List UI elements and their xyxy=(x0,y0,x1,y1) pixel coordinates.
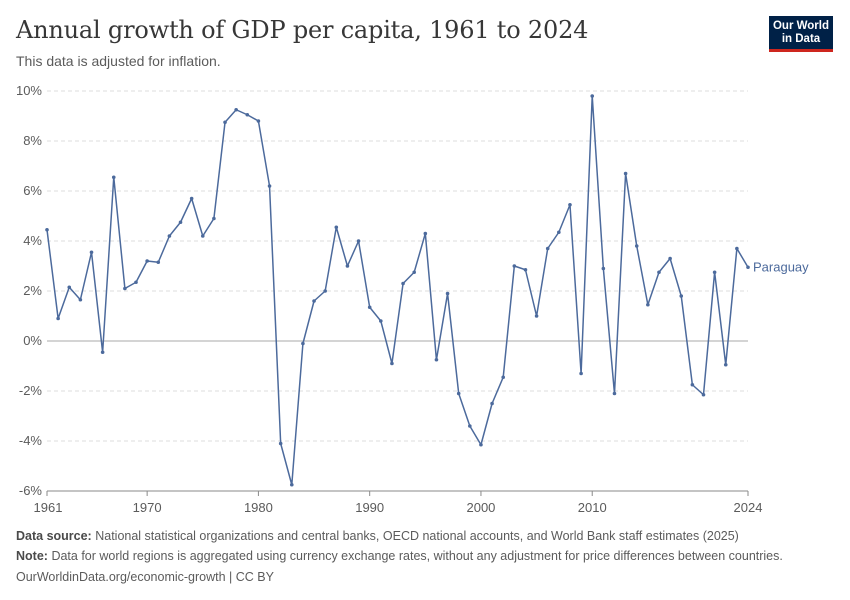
data-point[interactable] xyxy=(234,107,238,112)
logo-line-2: in Data xyxy=(781,33,821,45)
data-point[interactable] xyxy=(78,297,83,302)
y-tick-label: 0% xyxy=(23,333,42,348)
data-point[interactable] xyxy=(445,291,450,296)
data-point[interactable] xyxy=(534,314,539,318)
data-point[interactable] xyxy=(123,286,127,291)
data-point[interactable] xyxy=(212,216,216,221)
grid-layer xyxy=(47,90,748,492)
x-tick-label: 2024 xyxy=(734,500,763,515)
data-point[interactable] xyxy=(557,230,561,235)
y-tick-label: 4% xyxy=(23,233,42,248)
y-axis-ticks: -6% -4% -2% 0% 2% 4% 6% 8% 10% xyxy=(16,83,42,498)
data-point[interactable] xyxy=(590,94,595,98)
data-point[interactable] xyxy=(156,260,161,265)
data-point[interactable] xyxy=(245,112,250,117)
data-point[interactable] xyxy=(145,259,149,263)
data-point[interactable] xyxy=(456,391,461,396)
data-point[interactable] xyxy=(312,299,316,303)
data-point[interactable] xyxy=(67,285,72,290)
note-label: Note: xyxy=(16,549,48,563)
data-point[interactable] xyxy=(668,256,672,261)
data-point[interactable] xyxy=(412,270,416,275)
x-tick-label: 1970 xyxy=(133,500,162,515)
y-tick-label: -2% xyxy=(19,383,43,398)
x-tick-label: 2010 xyxy=(578,500,607,515)
data-source: Data source: National statistical organi… xyxy=(16,529,739,543)
data-source-text: National statistical organizations and c… xyxy=(95,529,739,543)
data-point[interactable] xyxy=(178,220,183,225)
data-point[interactable] xyxy=(634,244,639,248)
data-point[interactable] xyxy=(434,357,439,362)
data-point[interactable] xyxy=(612,391,617,396)
data-point[interactable] xyxy=(289,482,294,487)
data-point[interactable] xyxy=(545,246,550,251)
data-point[interactable] xyxy=(679,294,684,298)
data-point[interactable] xyxy=(111,175,116,180)
y-tick-label: 10% xyxy=(16,83,42,98)
data-point[interactable] xyxy=(45,227,49,232)
data-point[interactable] xyxy=(367,305,372,310)
line-chart: -6% -4% -2% 0% 2% 4% 6% 8% 10% 1961 1970 1980 1990 2… xyxy=(16,83,809,515)
y-tick-label: -4% xyxy=(19,433,43,448)
data-point[interactable] xyxy=(89,250,94,255)
data-point[interactable] xyxy=(746,265,750,270)
x-tick-label: 1990 xyxy=(355,500,384,515)
data-point[interactable] xyxy=(468,424,472,428)
x-axis-ticks: 1961 1970 1980 1990 2000 2010 2024 xyxy=(34,491,763,515)
data-point[interactable] xyxy=(278,441,283,446)
x-tick-label: 1980 xyxy=(244,500,273,515)
data-point[interactable] xyxy=(512,264,517,268)
y-tick-label: 8% xyxy=(23,133,42,148)
data-point[interactable] xyxy=(623,171,628,176)
x-tick-label: 2000 xyxy=(466,500,495,515)
y-tick-label: 2% xyxy=(23,283,42,298)
chart-subtitle: This data is adjusted for inflation. xyxy=(16,53,221,69)
data-point[interactable] xyxy=(690,382,695,387)
data-point[interactable] xyxy=(100,350,105,355)
series-layer: Paraguay xyxy=(45,94,809,487)
data-point[interactable] xyxy=(423,231,428,236)
data-point[interactable] xyxy=(646,302,650,307)
data-point[interactable] xyxy=(356,239,361,243)
data-point[interactable] xyxy=(267,184,272,188)
data-point[interactable] xyxy=(568,202,572,207)
owid-logo[interactable]: Our World in Data xyxy=(769,16,833,52)
y-tick-label: -6% xyxy=(19,483,43,498)
data-point[interactable] xyxy=(256,119,261,123)
data-point[interactable] xyxy=(167,234,172,238)
data-point[interactable] xyxy=(345,264,350,268)
data-point[interactable] xyxy=(735,246,739,251)
data-point[interactable] xyxy=(712,270,717,275)
source-url[interactable]: OurWorldinData.org/economic-growth | CC … xyxy=(16,570,274,584)
data-point[interactable] xyxy=(223,120,227,125)
note-text: Data for world regions is aggregated usi… xyxy=(51,549,783,563)
logo-line-1: Our World xyxy=(772,20,829,32)
data-point[interactable] xyxy=(601,266,606,271)
series-line-paraguay[interactable] xyxy=(46,95,749,486)
data-point[interactable] xyxy=(723,362,728,367)
data-point[interactable] xyxy=(501,375,506,380)
data-point[interactable] xyxy=(523,267,528,272)
y-tick-label: 6% xyxy=(23,183,42,198)
data-point[interactable] xyxy=(401,281,405,286)
data-source-label: Data source: xyxy=(16,529,92,543)
data-point[interactable] xyxy=(479,442,483,447)
x-tick-label: 1961 xyxy=(34,500,63,515)
data-point[interactable] xyxy=(189,196,194,201)
chart-note: Note: Data for world regions is aggregat… xyxy=(16,549,783,563)
data-point[interactable] xyxy=(379,319,383,323)
data-point[interactable] xyxy=(657,270,661,275)
data-point[interactable] xyxy=(323,289,327,293)
series-label-paraguay[interactable]: Paraguay xyxy=(753,259,809,274)
data-point[interactable] xyxy=(134,280,138,285)
data-point[interactable] xyxy=(301,341,305,346)
data-point[interactable] xyxy=(701,392,706,397)
data-point[interactable] xyxy=(390,361,394,366)
data-point[interactable] xyxy=(334,225,339,230)
chart-title: Annual growth of GDP per capita, 1961 to… xyxy=(16,16,589,44)
data-point[interactable] xyxy=(200,234,205,238)
data-point[interactable] xyxy=(579,371,583,376)
data-point[interactable] xyxy=(490,401,494,406)
data-point[interactable] xyxy=(56,316,60,321)
